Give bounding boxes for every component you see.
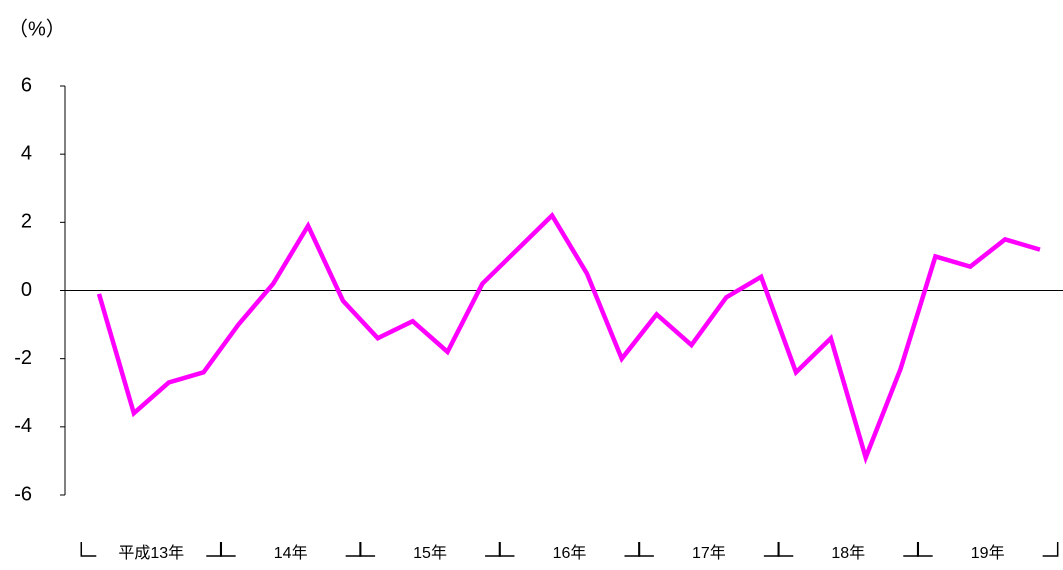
y-tick-label: -6 <box>14 483 32 505</box>
bracket-left <box>359 542 376 557</box>
x-tick-label: 16年 <box>553 544 587 562</box>
x-tick-label: 19年 <box>971 544 1005 562</box>
y-tick-label: 4 <box>21 142 32 164</box>
bracket-right <box>1042 542 1059 557</box>
y-axis-label: （%） <box>8 17 66 40</box>
bracket-right <box>763 542 780 557</box>
bracket-right <box>206 542 223 557</box>
bracket-left <box>219 542 236 557</box>
bracket-left <box>916 542 933 557</box>
bracket-right <box>345 542 362 557</box>
x-tick-label: 平成13年 <box>118 544 184 562</box>
x-tick-label: 15年 <box>413 544 447 562</box>
bracket-left <box>80 542 97 557</box>
bracket-right <box>624 542 641 557</box>
bracket-right <box>903 542 920 557</box>
y-tick-label: 6 <box>21 74 32 96</box>
y-tick-label: -4 <box>14 415 32 437</box>
y-tick-label: -2 <box>14 347 32 369</box>
x-tick-label: 14年 <box>274 544 308 562</box>
x-tick-label: 18年 <box>831 544 865 562</box>
line <box>96 211 1041 465</box>
x-tick-label: 17年 <box>692 544 726 562</box>
bracket-left <box>498 542 515 557</box>
y-tick-label: 2 <box>21 211 32 233</box>
bracket-left <box>638 542 654 557</box>
bracket-left <box>777 542 794 557</box>
y-tick-label: 0 <box>21 279 32 301</box>
bracket-right <box>485 542 501 557</box>
